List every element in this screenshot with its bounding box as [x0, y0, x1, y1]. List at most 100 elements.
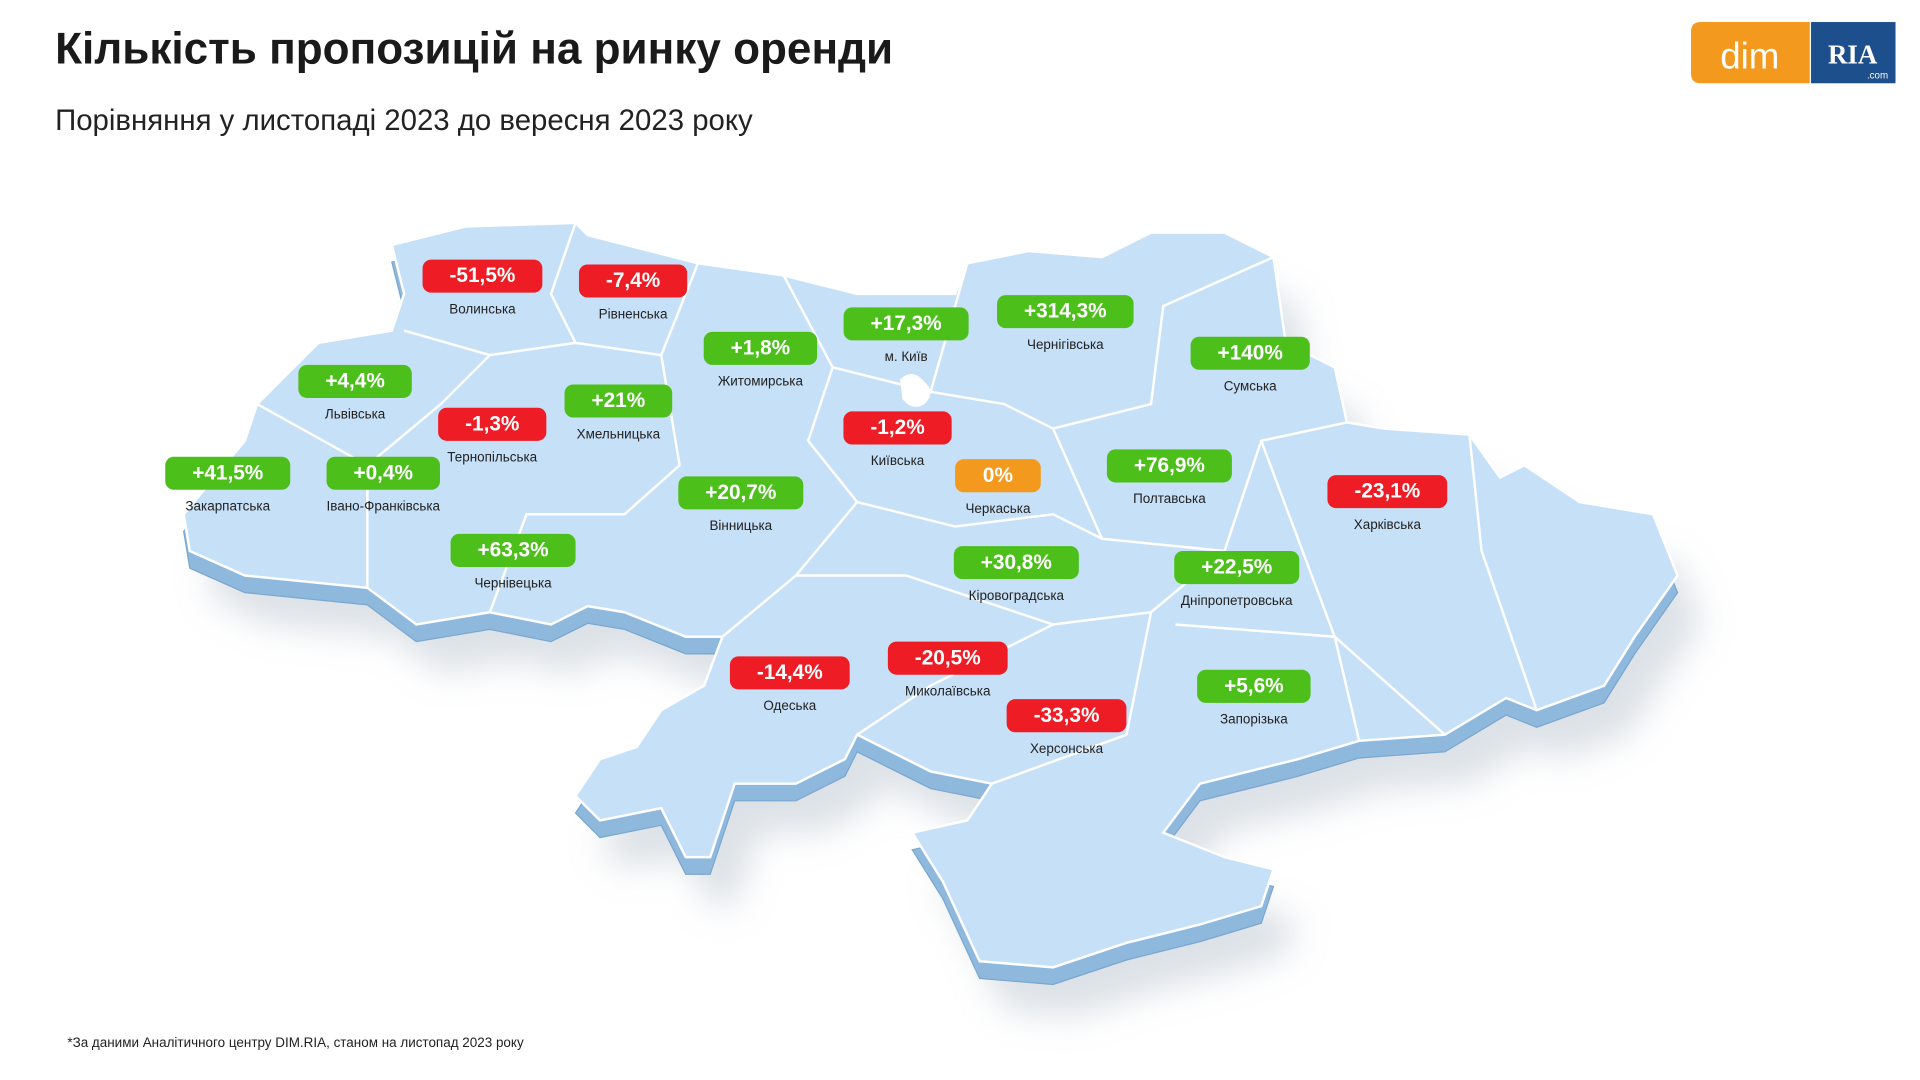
badge-value: +21% [591, 389, 645, 412]
region-name: Харківська [1354, 517, 1422, 532]
region-name: Рівненська [599, 306, 668, 321]
region-label: -14,4% Одеська [729, 656, 850, 713]
badge-value: -23,1% [1354, 480, 1420, 503]
badge-value: +140% [1218, 341, 1283, 364]
region-label: +314,3% Чернігівська [997, 295, 1134, 352]
badge-value: -51,5% [449, 264, 515, 287]
region-name: Одеська [763, 698, 816, 713]
badge-value: -14,4% [757, 661, 823, 684]
badge [326, 456, 440, 490]
badge [422, 259, 543, 293]
logo-left: dim [1720, 35, 1779, 76]
badge [438, 407, 547, 441]
badge-value: +76,9% [1134, 454, 1205, 477]
badge-value: +5,6% [1224, 674, 1284, 697]
subtitle: Порівняння у листопаді 2023 до вересня 2… [55, 104, 753, 137]
badge [953, 546, 1079, 580]
badge-value: -20,5% [915, 646, 981, 669]
region-name: Кіровоградська [969, 588, 1065, 603]
badge [1006, 699, 1127, 733]
logo-left-bg [1691, 22, 1810, 84]
region-name: Запорізька [1220, 712, 1288, 727]
region-name: Сумська [1224, 379, 1277, 394]
badge [1106, 449, 1232, 483]
badge-value: -1,2% [870, 416, 924, 439]
region-name: м. Київ [885, 349, 928, 364]
badge [1190, 336, 1310, 370]
badge-value: +63,3% [477, 539, 548, 562]
region-label: +1,8% Житомирська [703, 331, 818, 389]
region-label: +5,6% Запорізька [1197, 669, 1311, 727]
region-label: -20,5% Миколаївська [887, 641, 1008, 698]
badge-value: -7,4% [606, 269, 660, 292]
badge-value: +1,8% [731, 336, 791, 359]
region-label: -1,3% Тернопільська [438, 407, 547, 465]
region-name: Закарпатська [185, 499, 270, 514]
badge [703, 331, 818, 365]
region-label: 0% Черкаська [955, 459, 1041, 516]
region-name: Черкаська [965, 501, 1031, 516]
title: Кількість пропозицій на ринку оренди [55, 25, 893, 74]
badge-value: +0,4% [353, 461, 413, 484]
region-label: +41,5% Закарпатська [165, 456, 291, 514]
region-label: +17,3% м. Київ [843, 307, 969, 364]
badge-value: +41,5% [192, 461, 263, 484]
badge [678, 476, 804, 510]
badge-value: +30,8% [981, 551, 1052, 574]
region-label: -51,5% Волинська [422, 259, 543, 316]
region-name: Тернопільська [447, 450, 537, 465]
region-label: -33,3% Херсонська [1006, 699, 1127, 756]
badge-value: +22,5% [1201, 556, 1272, 579]
footnote: *За даними Аналітичного центру DIM.RIA, … [67, 1035, 524, 1050]
badge-value: -33,3% [1034, 704, 1100, 727]
region-label: -7,4% Рівненська [578, 264, 688, 321]
region-label: +30,8% Кіровоградська [953, 546, 1079, 603]
region-label: +140% Сумська [1190, 336, 1310, 394]
map-top [182, 221, 1679, 969]
region-name: Миколаївська [905, 683, 991, 698]
logo-right-bg [1811, 22, 1896, 84]
region-label: -1,2% Київська [843, 411, 952, 468]
region-label: +0,4% Івано-Франківська [326, 456, 441, 514]
region-name: Чернівецька [474, 576, 552, 591]
badge [955, 459, 1041, 493]
region-label: +21% Хмельницька [564, 384, 673, 441]
badge-value: +17,3% [871, 312, 942, 335]
badge-value: +20,7% [705, 481, 776, 504]
badge [298, 364, 412, 398]
badge-value: +314,3% [1024, 300, 1107, 323]
region-label: +63,3% Чернівецька [450, 533, 576, 591]
badge-value: -1,3% [465, 412, 519, 435]
region-name: Вінницька [709, 518, 772, 533]
logo-right: RIA [1828, 40, 1878, 70]
badge [729, 656, 850, 690]
region-name: Чернігівська [1027, 337, 1104, 352]
region-name: Дніпропетровська [1181, 593, 1293, 608]
badge [843, 307, 969, 341]
badge [1174, 551, 1300, 585]
badge [564, 384, 673, 418]
badge [843, 411, 952, 445]
badge-value: 0% [983, 464, 1013, 487]
region-name: Хмельницька [577, 426, 661, 441]
badge [1327, 475, 1448, 509]
kyiv-city [900, 374, 931, 407]
badge [887, 641, 1008, 675]
badge [165, 456, 291, 490]
logo-suffix: .com [1867, 71, 1888, 82]
region-label: +4,4% Львівська [298, 364, 412, 422]
region-label: +20,7% Вінницька [678, 476, 804, 533]
region-name: Херсонська [1030, 741, 1104, 756]
badge [578, 264, 688, 298]
badge [1197, 669, 1311, 703]
badge [450, 533, 576, 567]
badge-value: +4,4% [325, 370, 385, 393]
region-label: +22,5% Дніпропетровська [1174, 551, 1300, 608]
region-name: Київська [871, 453, 925, 468]
region-label: +76,9% Полтавська [1106, 449, 1232, 506]
region-name: Волинська [449, 301, 516, 316]
region-name: Житомирська [718, 374, 804, 389]
